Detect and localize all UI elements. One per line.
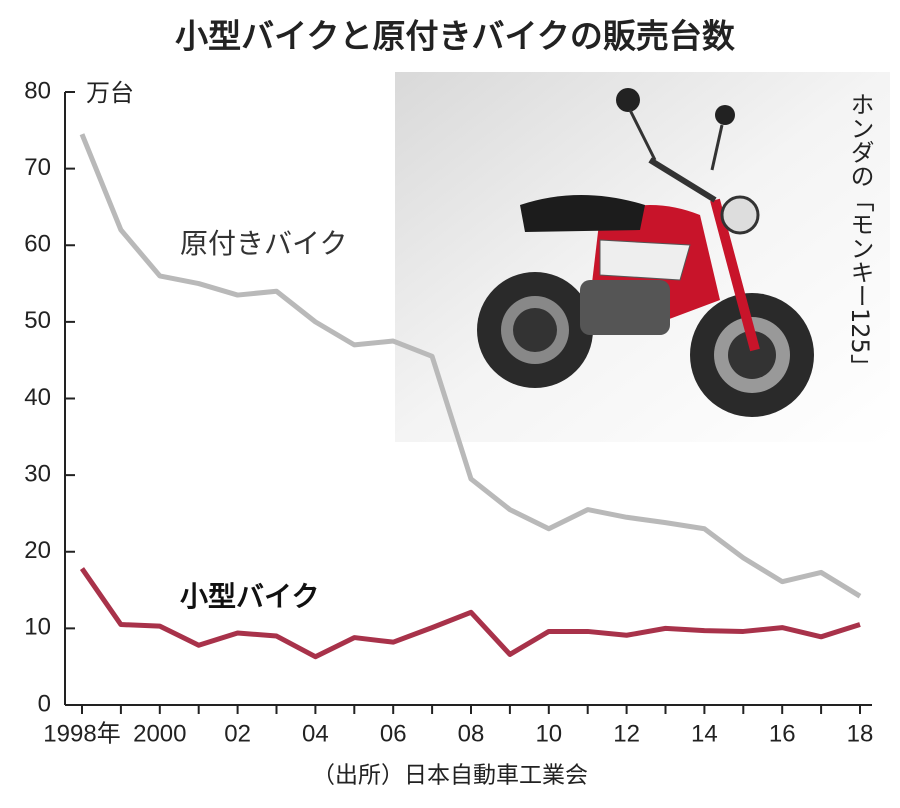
series-line <box>79 133 862 599</box>
x-tick-label: 04 <box>302 720 329 747</box>
y-unit: 万台 <box>86 79 134 107</box>
x-tick-label: 16 <box>769 720 796 747</box>
series-label: 小型バイク <box>180 580 319 613</box>
y-tick-label: 10 <box>24 614 51 641</box>
y-tick-label: 0 <box>38 690 51 717</box>
y-tick-label: 70 <box>24 154 51 181</box>
y-tick-label: 50 <box>24 307 51 334</box>
y-tick-label: 80 <box>24 77 51 104</box>
x-tick-label: 12 <box>613 720 640 747</box>
x-tick-label: 10 <box>535 720 562 747</box>
y-tick-label: 30 <box>24 460 51 487</box>
x-tick-label: 2000 <box>133 720 186 747</box>
x-tick-label: 1998年 <box>43 720 120 747</box>
x-tick-label: 08 <box>458 720 485 747</box>
photo <box>395 72 890 442</box>
x-tick-label: 02 <box>224 720 251 747</box>
x-tick-label: 18 <box>847 720 874 747</box>
series-label: 原付きバイク <box>180 227 347 260</box>
x-tick-label: 14 <box>691 720 718 747</box>
y-tick-label: 60 <box>24 231 51 258</box>
y-tick-label: 40 <box>24 384 51 411</box>
x-tick-label: 06 <box>380 720 407 747</box>
y-tick-label: 20 <box>24 537 51 564</box>
series-line <box>79 567 861 660</box>
photo-caption: ホンダの「モンキー125」 <box>846 92 874 378</box>
source: （出所）日本自動車工業会 <box>312 763 588 789</box>
chart-title: 小型バイクと原付きバイクの販売台数 <box>175 17 736 56</box>
